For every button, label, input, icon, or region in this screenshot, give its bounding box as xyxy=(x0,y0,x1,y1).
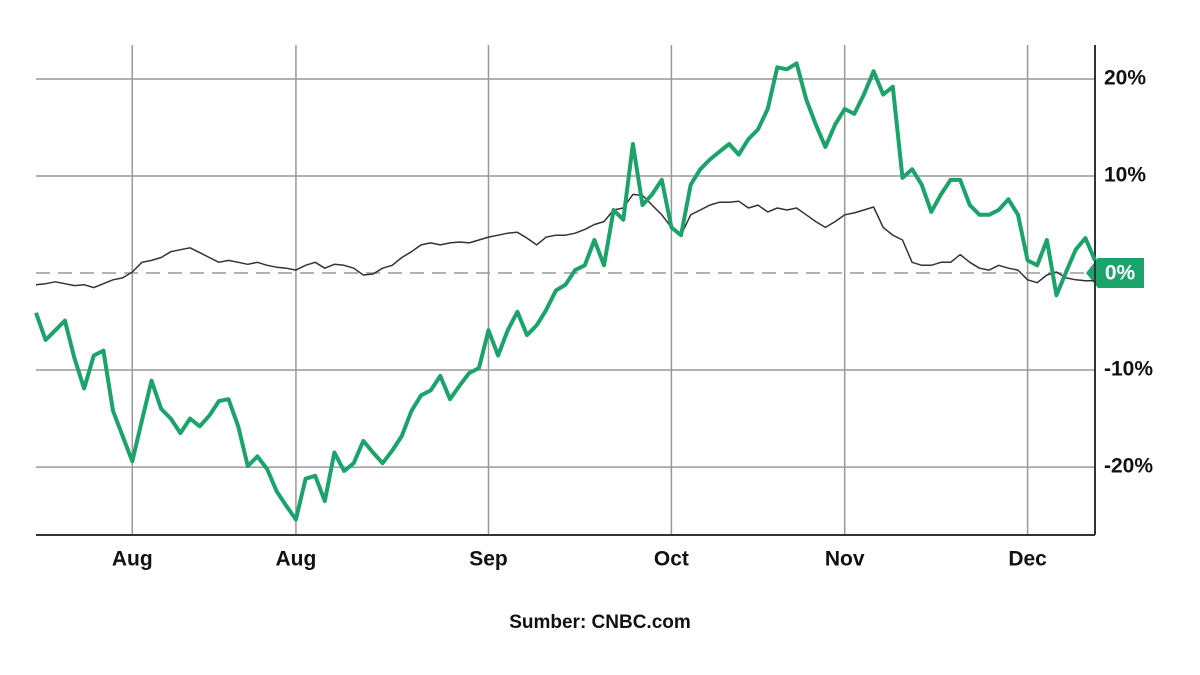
y-tick-label: 20% xyxy=(1104,67,1146,90)
zero-badge xyxy=(1086,258,1144,289)
series-line xyxy=(35,193,1095,289)
x-tick-label: Aug xyxy=(112,548,153,571)
source-note: Sumber: CNBC.com xyxy=(509,612,691,633)
y-tick-label: -20% xyxy=(1104,455,1153,478)
series-line xyxy=(34,61,1097,522)
y-tick-label: -10% xyxy=(1104,358,1153,381)
x-tick-label: Nov xyxy=(825,548,865,571)
x-tick-label: Dec xyxy=(1008,548,1047,571)
x-tick-label: Aug xyxy=(276,548,317,571)
y-tick-label: 0% xyxy=(1105,262,1136,285)
x-tick-label: Oct xyxy=(654,548,689,571)
x-tick-label: Sep xyxy=(469,548,508,571)
y-tick-label: 10% xyxy=(1104,164,1146,187)
